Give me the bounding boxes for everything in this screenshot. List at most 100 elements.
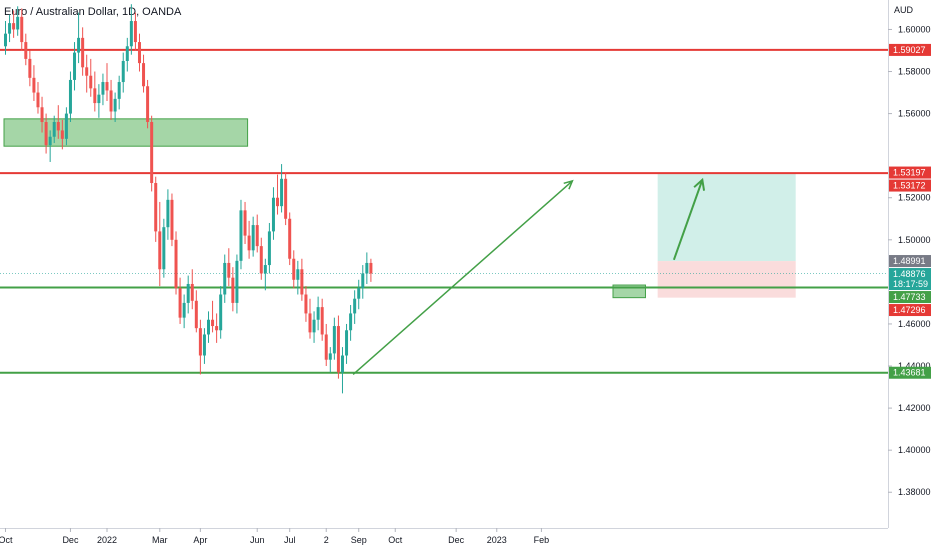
time-tick-label: Oct (0, 535, 13, 545)
price-label-value: 1.48876 (893, 269, 926, 279)
time-tick-label: Feb (534, 535, 550, 545)
candle-body (68, 79, 72, 114)
candle-body (12, 23, 16, 30)
candle-body (97, 94, 101, 104)
candle-body (280, 178, 284, 207)
candle-body (166, 199, 170, 228)
price-tick-label: 1.52000 (898, 193, 931, 203)
projection-arrowhead (693, 177, 706, 191)
candle-body (150, 122, 154, 184)
candle-body (296, 269, 300, 280)
countdown-label: 18:17:59 (893, 279, 928, 289)
candle-body (36, 92, 40, 108)
candle-body (312, 319, 316, 333)
time-tick-label: Mar (152, 535, 168, 545)
time-tick-label: Jun (250, 535, 265, 545)
candle-body (186, 283, 190, 303)
candle-body (117, 82, 121, 99)
candle-body (255, 225, 259, 247)
time-tick-label: 2022 (97, 535, 117, 545)
time-axis: Oct Dec 2022 Mar Apr Jun Jul 2 Sep Oct Dec 2023 Feb (0, 528, 888, 545)
candle-body (52, 122, 56, 137)
candle-body (349, 313, 353, 331)
candle-body (170, 199, 174, 240)
trendline-arrowhead (563, 179, 574, 190)
candle-body (44, 122, 48, 146)
candle-body (77, 37, 81, 53)
candles (4, 4, 373, 394)
candle-body (267, 231, 271, 266)
candle-body (328, 353, 332, 360)
candle-body (81, 37, 85, 68)
time-tick-label: Apr (193, 535, 207, 545)
price-label-value: 1.59027 (893, 45, 926, 55)
candle-body (48, 136, 52, 146)
candle-body (235, 260, 239, 303)
candle-body (101, 82, 105, 95)
candle-body (20, 16, 24, 43)
candle-body (345, 330, 349, 356)
candle-body (105, 82, 109, 91)
price-label-1.53197: 1.53197 (889, 166, 931, 179)
candle-body (292, 258, 296, 280)
candle-body (60, 130, 64, 139)
price-tick-label: 1.40000 (898, 445, 931, 455)
candle-body (361, 273, 365, 289)
price-label-bg (889, 268, 931, 291)
price-label-1.47296: 1.47296 (889, 304, 931, 317)
candle-body (357, 288, 361, 299)
support-zone-left (3, 118, 249, 147)
horizontal-levels (0, 48, 888, 374)
price-label-bg (889, 255, 931, 268)
candle-body (202, 334, 206, 356)
candle-body (40, 107, 44, 123)
candle-body (308, 313, 312, 333)
candle-body (332, 326, 336, 354)
price-label-1.43681: 1.43681 (889, 366, 931, 379)
candle-body (16, 16, 20, 30)
price-tick-label: 1.42000 (898, 403, 931, 413)
candle-body (316, 307, 320, 320)
zones (3, 118, 796, 299)
candle-body (300, 269, 304, 295)
price-label-bg (889, 43, 931, 56)
candle-body (56, 122, 60, 131)
candle-body (276, 197, 280, 207)
candle-body (320, 307, 324, 335)
price-label-bg (889, 304, 931, 317)
price-label-bg (889, 166, 931, 179)
candle-body (243, 210, 247, 236)
candle-body (146, 86, 150, 123)
candle-body (85, 67, 89, 76)
candle-body (190, 283, 194, 301)
time-tick-label: Sep (351, 535, 367, 545)
candle-body (24, 42, 28, 59)
price-label-value: 1.47733 (893, 292, 926, 302)
price-labels: 1.59027 1.53197 1.53172 1.48991 1.4887618:17… (889, 43, 931, 379)
candle-body (93, 88, 97, 104)
candle-body (125, 46, 129, 62)
price-label-bg (889, 366, 931, 379)
candle-body (211, 319, 215, 327)
candle-body (340, 355, 344, 373)
price-label-value: 1.53172 (893, 181, 926, 191)
time-tick-label: 2 (324, 535, 329, 545)
candle-body (174, 239, 178, 289)
price-tick-label: 1.60000 (898, 24, 931, 34)
candle-body (231, 277, 235, 303)
candle-body (8, 23, 12, 34)
candle-body (178, 288, 182, 318)
time-tick-label: Dec (448, 535, 465, 545)
target-zone (657, 173, 796, 262)
price-label-1.53172: 1.53172 (889, 179, 931, 192)
candle-body (219, 294, 223, 331)
candle-body (251, 225, 255, 251)
candle-body (353, 298, 357, 314)
candle-body (154, 183, 158, 232)
candle-body (215, 326, 219, 331)
price-label-value: 1.53197 (893, 168, 926, 178)
price-label-bg (889, 291, 931, 304)
time-tick-label: Oct (388, 535, 403, 545)
price-label-value: 1.48991 (893, 256, 926, 266)
